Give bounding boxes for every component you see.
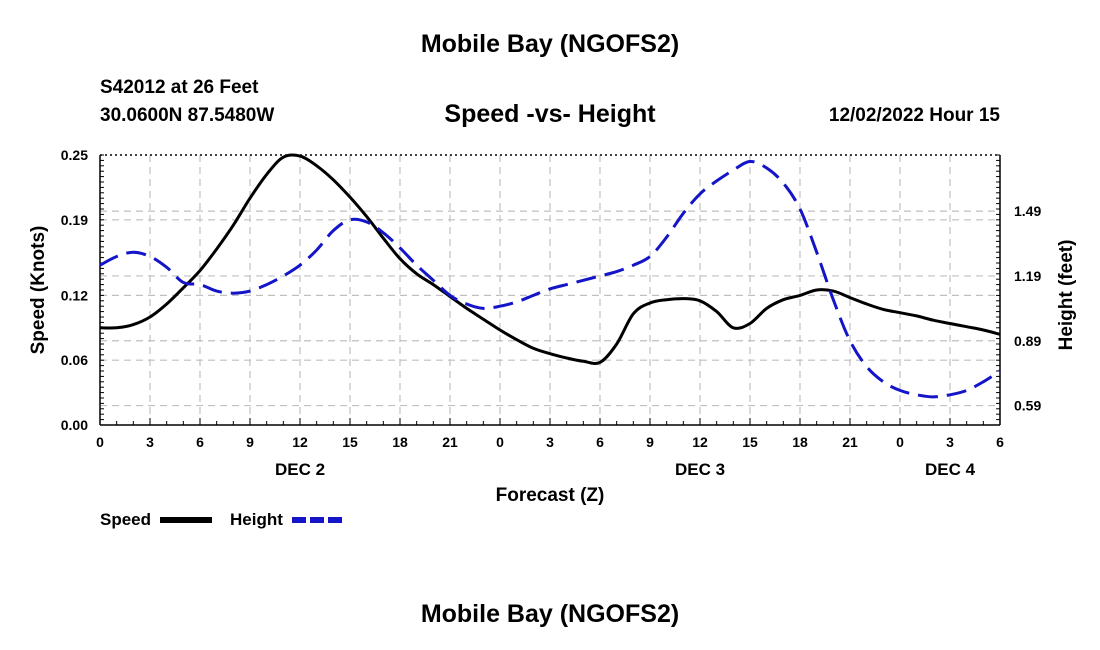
right-tick-label: 0.89 bbox=[1014, 333, 1041, 349]
x-tick-label: 6 bbox=[996, 434, 1004, 450]
x-tick-label: 0 bbox=[96, 434, 104, 450]
x-tick-label: 6 bbox=[596, 434, 604, 450]
station-label: S42012 at 26 Feet bbox=[100, 77, 259, 98]
x-tick-label: 18 bbox=[392, 434, 408, 450]
left-tick-label: 0.06 bbox=[61, 352, 88, 368]
x-tick-label: 21 bbox=[842, 434, 858, 450]
left-tick-label: 0.00 bbox=[61, 417, 88, 433]
coordinates-label: 30.0600N 87.5480W bbox=[100, 105, 275, 126]
chart-subtitle: Speed -vs- Height bbox=[444, 100, 656, 128]
x-tick-label: 18 bbox=[792, 434, 808, 450]
bottom-chart-title: Mobile Bay (NGOFS2) bbox=[420, 600, 680, 628]
date-label: DEC 2 bbox=[275, 460, 325, 479]
x-tick-label: 15 bbox=[342, 434, 358, 450]
legend-label-height: Height bbox=[230, 510, 283, 529]
x-tick-label: 15 bbox=[742, 434, 758, 450]
left-axis-title: Speed (Knots) bbox=[28, 226, 49, 355]
right-tick-label: 1.19 bbox=[1014, 268, 1041, 284]
x-tick-label: 0 bbox=[896, 434, 904, 450]
timestamp-label: 12/02/2022 Hour 15 bbox=[828, 105, 1000, 126]
legend: Speed Height bbox=[100, 510, 342, 529]
series bbox=[99, 153, 1001, 399]
x-tick-label: 21 bbox=[442, 434, 458, 450]
x-tick-label: 6 bbox=[196, 434, 204, 450]
grid bbox=[100, 155, 1000, 425]
x-tick-label: 9 bbox=[646, 434, 654, 450]
x-tick-label: 9 bbox=[246, 434, 254, 450]
legend-label-speed: Speed bbox=[100, 510, 151, 529]
axis-ticks bbox=[99, 154, 1001, 426]
date-label: DEC 4 bbox=[925, 460, 976, 479]
left-tick-label: 0.12 bbox=[61, 287, 88, 303]
x-tick-label: 3 bbox=[946, 434, 954, 450]
x-tick-label: 12 bbox=[292, 434, 308, 450]
chart-title: Mobile Bay (NGOFS2) bbox=[420, 30, 680, 58]
series-line-speed bbox=[99, 153, 1001, 366]
x-axis-title: Forecast (Z) bbox=[496, 485, 605, 506]
right-axis-title: Height (feet) bbox=[1056, 240, 1077, 351]
x-tick-label: 3 bbox=[146, 434, 154, 450]
x-tick-label: 0 bbox=[496, 434, 504, 450]
left-tick-label: 0.25 bbox=[61, 147, 88, 163]
right-tick-label: 1.49 bbox=[1014, 203, 1041, 219]
x-tick-label: 3 bbox=[546, 434, 554, 450]
axis-labels: 0 3 6 9 12 15 18 21 0 3 6 9 12 15 18 21 0 3 6 DEC 2 DEC 3 DEC… bbox=[28, 147, 1077, 506]
x-tick-label: 12 bbox=[692, 434, 708, 450]
right-tick-label: 0.59 bbox=[1014, 398, 1041, 414]
series-line-height bbox=[99, 159, 1001, 399]
date-label: DEC 3 bbox=[675, 460, 725, 479]
left-tick-label: 0.19 bbox=[61, 212, 88, 228]
